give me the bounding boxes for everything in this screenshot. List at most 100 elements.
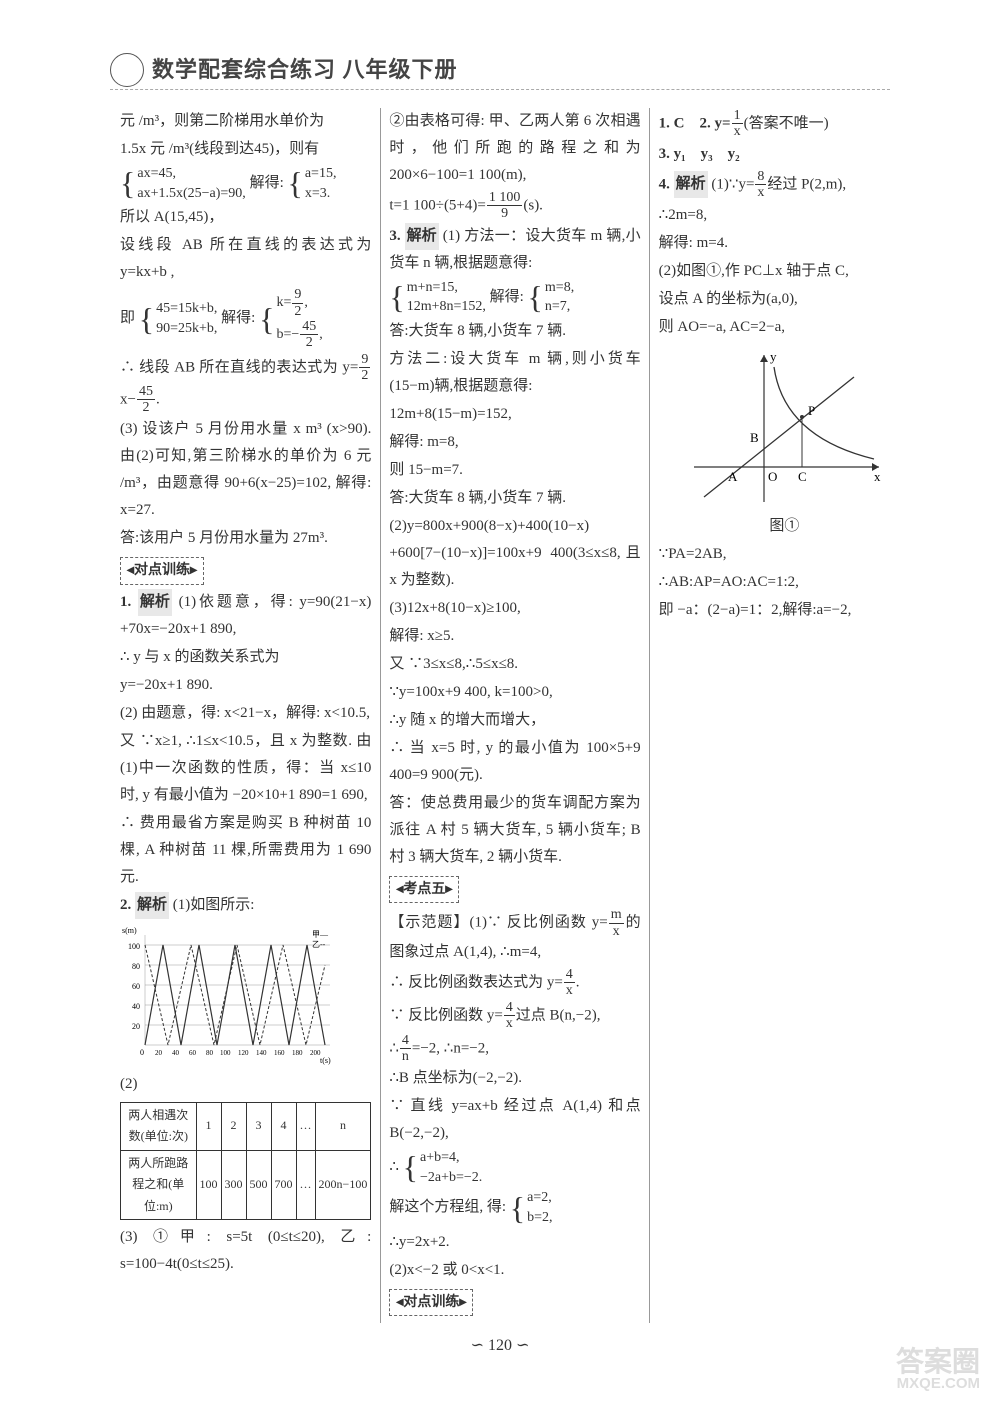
tbl-h1: 两人相遇次数(单位:次) [121,1102,197,1150]
c3-ex6: ∵ 直线 y=ax+b 经过点 A(1,4) 和点 B(−2,−2), [389,1093,640,1147]
c2-p8: 则 15−m=7. [389,457,640,484]
jiexi-label: 解析 [674,171,708,198]
header-logo-icon [110,53,144,87]
svg-text:80: 80 [132,962,140,971]
c3-q4i: 即 −a：(2−a)=1：2,解得:a=−2, [659,597,910,624]
c2-p11: (3)12x+8(10−x)≥100, [389,595,640,622]
c2-p10: (2)y=800x+900(8−x)+400(10−x) +600[7−(10−… [389,513,640,594]
c2-q3a: 3. 解析 (1) 方法一：设大货车 m 辆,小货车 n 辆,根据题意得: [389,223,640,277]
c3-q4f: 则 AO=−a, AC=2−a, [659,314,910,341]
c1-q1d: (2) 由题意，得: x<21−x，解得: x<10.5, [120,700,371,727]
c1-sys2-k: k=92, [276,287,322,319]
c1-q1f: ∴ 费用最省方案是购买 B 种树苗 10 棵, A 种树苗 11 棵,所需费用为… [120,810,371,891]
c1-p3: 设线段 AB 所在直线的表达式为 y=kx+b , [120,232,371,286]
svg-text:P: P [808,403,815,418]
c2-p1: (3) ①甲: s=5t (0≤t≤20), 乙: s=100−4t(0≤t≤2… [120,1224,371,1278]
c1-sys1-sol-lbl: 解得: [250,175,284,191]
svg-text:A: A [728,469,738,484]
c1-sys1-l1: ax=45, [137,164,245,184]
svg-text:乙--: 乙-- [312,940,326,949]
c3-ex4: ∴4n=−2, ∴n=−2, [389,1033,640,1065]
c3-sys5: 解这个方程组, 得: { a=2, b=2, [389,1188,640,1227]
jiexi-label: 解析 [135,892,169,919]
svg-text:t(s): t(s) [320,1056,331,1065]
c1-sys1-sol1: a=15, [305,164,337,184]
c1-sys2-sol-lbl: 解得: [221,310,255,326]
c3-q4c: 解得: m=4. [659,230,910,257]
svg-text:160: 160 [274,1049,285,1057]
svg-text:x: x [874,469,881,484]
c1-sys2: 即 { 45=15k+b, 90=25k+b, 解得: { k=92, b=−4… [120,287,371,351]
c3-q4g: ∵PA=2AB, [659,541,910,568]
c3-ex7: ∴y=2x+2. [389,1229,640,1256]
c3-q4d: (2)如图①,作 PC⊥x 轴于点 C, [659,258,910,285]
svg-text:40: 40 [132,1002,140,1011]
section-label-duidian-2: ◂对点训练▸ [389,1289,473,1316]
c3-ex1: 【示范题】(1)∵ 反比例函数 y=mx的图象过点 A(1,4), ∴m=4, [389,907,640,966]
c3-a1a2: 1. C 2. y=1x(答案不唯一) [659,108,910,140]
coordinate-graph: P B O A C x y [684,347,884,507]
svg-text:y: y [770,349,777,364]
c2-p7: 解得: m=8, [389,429,640,456]
c1-sys1-sol2: x=3. [305,184,337,204]
c2-p3: t=1 100÷(5+4)=1 1009(s). [389,190,640,222]
c3-ex2: ∴ 反比例函数表达式为 y=4x. [389,967,640,999]
c1-sys1: { ax=45, ax+1.5x(25−a)=90, 解得: { a=15, x… [120,164,371,203]
c1-p1b: 1.5x 元 /m³(线段到达45)，则有 [120,136,371,163]
c2-p4: 答:大货车 8 辆,小货车 7 辆. [389,318,640,345]
c2-p2: ②由表格可得: 甲、乙两人第 6 次相遇时，他们所跑的路程之和为 200×6−1… [389,108,640,189]
page-body: 元 /m³，则第二阶梯用水单价为 1.5x 元 /m³(线段到达45)，则有 {… [120,108,910,1323]
svg-text:40: 40 [172,1049,180,1057]
c2-sys3: { m+n=15, 12m+8n=152, 解得: { m=8, n=7, [389,278,640,317]
c2-p6: 12m+8(15−m)=152, [389,401,640,428]
svg-text:20: 20 [155,1049,163,1057]
svg-text:100: 100 [220,1049,231,1057]
c2-p12: 解得: x≥5. [389,623,640,650]
c1-q1b: ∴ y 与 x 的函数关系式为 [120,644,371,671]
c2-p15: ∴y 随 x 的增大而增大， [389,707,640,734]
c2-p13: 又 ∵3≤x≤8,∴5≤x≤8. [389,651,640,678]
c3-a3: 3. y₁ y₃ y₂ [659,141,910,168]
c1-sys2-l1: 45=15k+b, [156,299,217,319]
svg-text:100: 100 [128,942,140,951]
c1-p4: ∴ 线段 AB 所在直线的表达式为 y=92x−452. [120,352,371,416]
c2-p5: 方法二:设大货车 m 辆,则小货车(15−m)辆,根据题意得: [389,346,640,400]
page-number: ∽ 120 ∽ [0,1332,1000,1361]
svg-text:0: 0 [140,1048,144,1057]
page-header: 数学配套综合练习 八年级下册 [110,50,890,90]
c2-p0: (2) [120,1071,371,1098]
svg-text:80: 80 [206,1049,214,1057]
header-title: 数学配套综合练习 八年级下册 [152,50,458,90]
meetings-table: 两人相遇次数(单位:次) 1 2 3 4 … n 两人所跑路程之和(单位:m) … [120,1102,371,1221]
c1-p2: 所以 A(15,45)， [120,204,371,231]
svg-text:B: B [750,430,759,445]
c1-sys2-pre: 即 [120,310,135,326]
svg-text:60: 60 [132,982,140,991]
jiexi-label: 解析 [405,223,439,250]
c3-q4e: 设点 A 的坐标为(a,0), [659,286,910,313]
svg-text:140: 140 [256,1049,267,1057]
c2-p9: 答:大货车 8 辆,小货车 7 辆. [389,485,640,512]
svg-text:20: 20 [132,1022,140,1031]
figure-caption: 图① [659,513,910,540]
c3-q4a: 4. 解析 (1)∵y=8x经过 P(2,m), [659,169,910,201]
c1-q2a: 2. 解析 (1)如图所示: [120,892,371,919]
c3-ex5: ∴B 点坐标为(−2,−2). [389,1065,640,1092]
c3-q4h: ∴AB:AP=AO:AC=1:2, [659,569,910,596]
section-label-kaodian5: ◂考点五▸ [389,876,459,903]
c2-p14: ∵y=100x+9 400, k=100>0, [389,679,640,706]
svg-text:C: C [798,469,807,484]
svg-text:180: 180 [292,1049,303,1057]
jiexi-label: 解析 [138,589,172,616]
c1-sys1-l2: ax+1.5x(25−a)=90, [137,184,245,204]
c3-q4b: ∴2m=8, [659,202,910,229]
c3-sys4: ∴ { a+b=4, −2a+b=−2. [389,1148,640,1187]
c2-p17: 答：使总费用最少的货车调配方案为派往 A 村 5 辆大货车, 5 辆小货车; B… [389,790,640,871]
c1-sys2-l2: 90=25k+b, [156,319,217,339]
c1-q1e: 又 ∵x≥1, ∴1≤x<10.5，且 x 为整数. 由(1)中一次函数的性质，… [120,728,371,809]
c2-p16: ∴ 当 x=5 时, y 的最小值为 100×5+9 400=9 900(元). [389,735,640,789]
c3-ex3: ∵ 反比例函数 y=4x过点 B(n,−2), [389,1000,640,1032]
tbl-h2: 两人所跑路程之和(单位:m) [121,1150,197,1220]
svg-text:60: 60 [189,1049,197,1057]
c1-sys2-b: b=−452, [276,319,322,351]
